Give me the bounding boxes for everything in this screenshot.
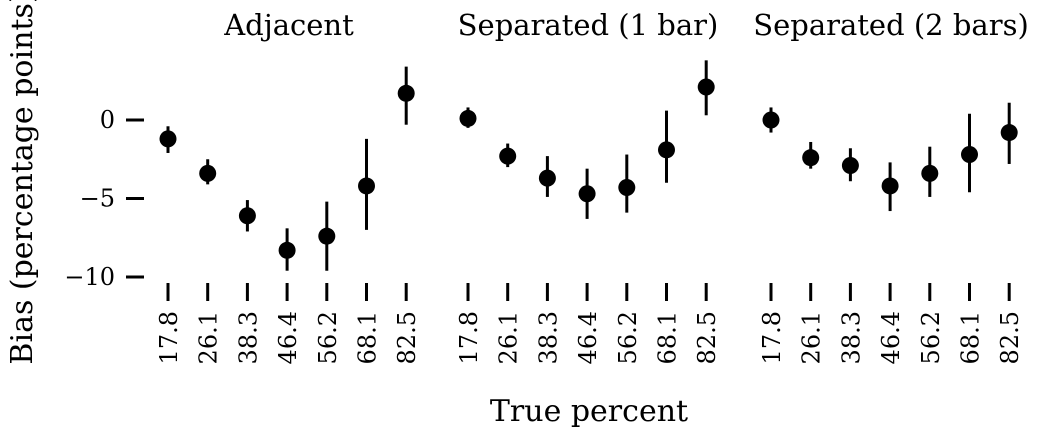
x-tick-label: 17.8 [758,311,786,364]
panel-1: Adjacent 17.8 26.1 38.3 46.4 56.2 68.1 82.5 [155,8,421,364]
y-tick-label: 0 [100,106,115,134]
data-point [199,164,217,182]
data-point [238,207,256,225]
data-point [1000,124,1018,142]
panel-2: Separated (1 bar) 17.8 26.1 38.3 46.4 56.2 68.… [455,8,721,364]
x-tick-label: 26.1 [798,311,826,364]
x-tick-label: 82.5 [996,311,1024,364]
data-point [881,177,899,195]
x-axis-title: True percent [490,394,688,429]
x-tick-label: 68.1 [957,311,985,364]
y-axis: 0 −5 −10 [64,106,144,291]
x-tick-label: 17.8 [155,311,183,364]
data-point [538,169,556,187]
data-point [358,177,375,195]
data-point [658,141,675,159]
data-point [802,149,820,167]
data-point [578,185,596,203]
data-point [961,146,978,164]
data-point [618,179,636,197]
panel-title: Separated (2 bars) [753,8,1029,42]
data-point [459,109,477,127]
data-point [762,111,780,129]
y-tick-label: −5 [80,185,115,213]
panel-title: Adjacent [223,8,354,42]
x-tick-label: 46.4 [274,311,302,364]
x-tick-label: 82.5 [393,311,421,364]
x-tick-label: 38.3 [234,311,262,364]
x-tick-label: 46.4 [877,311,905,364]
x-tick-label: 56.2 [314,311,342,364]
x-tick-label: 38.3 [837,311,865,364]
data-point [159,130,177,148]
x-tick-label: 82.5 [693,311,721,364]
x-tick-label: 26.1 [495,311,523,364]
x-tick-label: 56.2 [917,311,945,364]
data-point [841,157,859,175]
y-tick-label: −10 [64,263,115,291]
data-point [318,227,336,245]
panel-3: Separated (2 bars) 17.8 26.1 38.3 46.4 56.2 68… [753,8,1029,364]
x-tick-label: 17.8 [455,311,483,364]
x-tick-label: 68.1 [354,311,382,364]
x-tick-label: 38.3 [534,311,562,364]
data-point [697,78,715,96]
data-point [397,84,415,102]
panel-title: Separated (1 bar) [458,8,719,42]
x-tick-label: 26.1 [195,311,223,364]
x-tick-label: 46.4 [574,311,602,364]
data-point [499,147,517,165]
y-axis-title: Bias (percentage points) [5,0,40,365]
data-point [278,241,296,259]
data-point [921,164,939,182]
x-tick-label: 56.2 [614,311,642,364]
x-tick-label: 68.1 [654,311,682,364]
